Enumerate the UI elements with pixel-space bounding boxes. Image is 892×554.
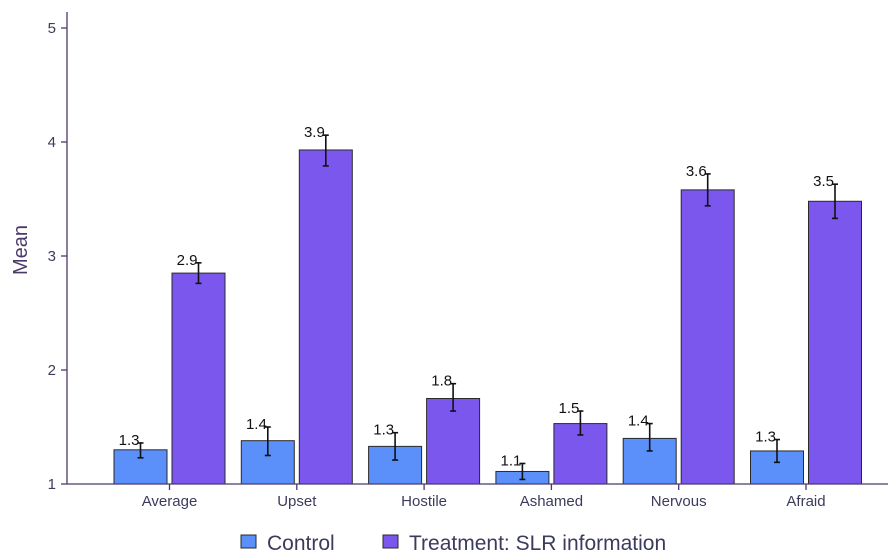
data-label-treatment-ashamed: 1.5 [559,400,580,417]
data-label-control-upset: 1.4 [246,416,267,433]
bar-treatment-average [171,272,226,485]
y-tick-label: 1 [48,476,56,493]
error-bars-layer [137,134,838,481]
data-label-control-ashamed: 1.1 [501,452,522,469]
x-tick-labels: Average Upset Hostile Ashamed Nervous Afraid [142,484,826,510]
data-label-treatment-upset: 3.9 [304,124,325,141]
data-label-control-afraid: 1.3 [755,429,776,446]
x-tick-label-ashamed: Ashamed [520,493,583,510]
x-tick-label-afraid: Afraid [786,493,825,510]
legend-swatch-control [240,534,257,549]
data-label-treatment-hostile: 1.8 [431,373,452,390]
legend-label-control: Control [267,532,335,554]
data-label-treatment-nervous: 3.6 [686,163,707,180]
data-label-control-nervous: 1.4 [628,413,649,430]
data-label-control-average: 1.3 [119,432,140,449]
bar-treatment-afraid [808,200,862,485]
error-bar-treatment-average [195,262,202,285]
error-bar-treatment-ashamed [577,410,584,436]
error-bar-control-average [137,442,144,459]
error-bar-control-upset [264,426,271,457]
bar-treatment-upset [298,149,353,485]
data-labels-layer: 1.3 2.9 1.4 3.9 1.3 1.8 1.1 1.5 1.4 3.6 1.3 3.5 [119,124,834,469]
bar-treatment-hostile [426,398,481,485]
y-tick-label: 3 [48,248,56,265]
legend-swatch-treatment [382,534,399,549]
error-bar-treatment-hostile [450,382,457,412]
x-tick-label-average: Average [142,493,198,510]
error-bar-treatment-upset [322,134,329,167]
legend: Control Treatment: SLR information [240,532,666,554]
error-bar-treatment-afraid [832,183,838,220]
x-tick-label-upset: Upset [277,493,317,510]
data-label-treatment-afraid: 3.5 [813,173,834,190]
data-label-treatment-average: 2.9 [177,252,198,269]
y-tick-label: 5 [48,20,56,37]
legend-label-treatment: Treatment: SLR information [409,532,666,554]
error-bar-control-afraid [774,438,780,464]
error-bar-control-nervous [646,422,653,452]
data-label-control-hostile: 1.3 [373,422,394,439]
y-ticks: 1 2 3 4 5 [48,20,67,493]
error-bar-control-ashamed [519,462,526,481]
x-tick-label-nervous: Nervous [651,493,707,510]
bar-treatment-nervous [680,189,735,485]
error-bar-control-hostile [392,431,399,461]
y-axis-title: Mean [10,225,32,275]
error-bar-treatment-nervous [704,173,711,207]
x-tick-label-hostile: Hostile [401,493,447,510]
y-tick-label: 4 [48,134,56,151]
y-tick-label: 2 [48,362,56,379]
bars-layer [113,149,862,485]
